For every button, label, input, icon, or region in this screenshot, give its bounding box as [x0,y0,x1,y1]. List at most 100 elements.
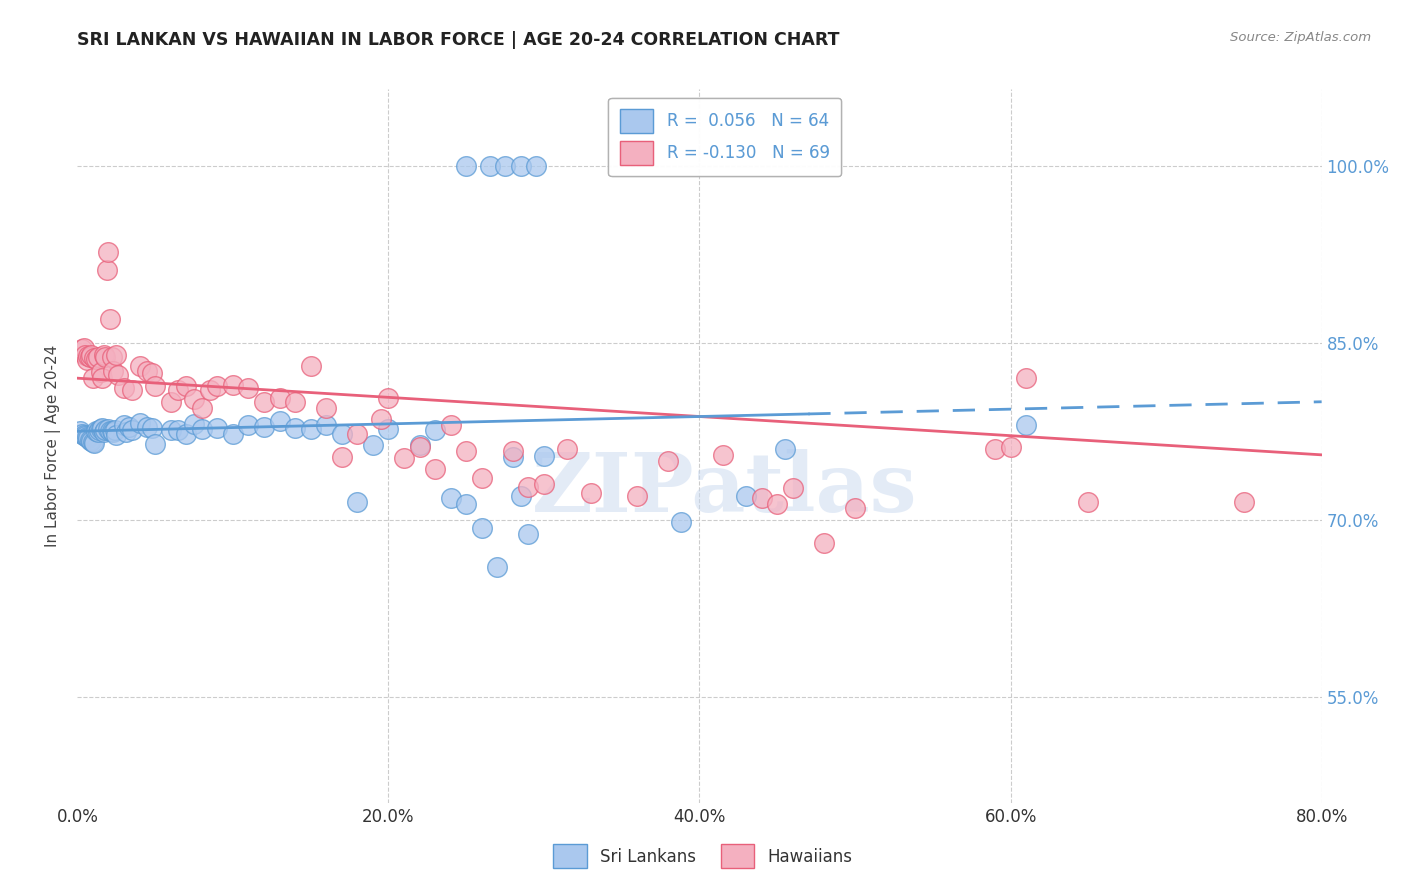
Point [238,418,260,433]
Point [844,500,866,515]
Point [100,350,122,364]
Point [101,425,124,440]
Point [207,421,229,435]
Point [141,367,163,381]
Point [128,416,150,430]
Point [626,489,648,503]
Point [82,371,104,385]
Point [98,312,121,326]
Point [84,352,107,367]
Point [494,159,516,173]
Point [94,350,117,364]
Point [97,422,120,436]
Point [90,365,112,379]
Point [456,159,478,173]
Point [579,485,602,500]
Point [299,359,322,374]
Point [141,421,163,435]
Point [91,371,114,385]
Point [96,262,118,277]
Point [423,462,446,476]
Point [114,425,136,440]
Point [533,449,555,463]
Point [502,450,524,465]
Point [377,422,399,436]
Point [112,381,135,395]
Point [183,392,205,407]
Point [101,364,124,378]
Text: Source: ZipAtlas.com: Source: ZipAtlas.com [1230,31,1371,45]
Point [87,423,110,437]
Point [284,421,307,435]
Point [346,426,368,441]
Point [471,521,494,535]
Legend: R =  0.056   N = 64, R = -0.130   N = 69: R = 0.056 N = 64, R = -0.130 N = 69 [609,97,841,177]
Point [121,423,143,437]
Point [1077,495,1099,509]
Point [222,426,245,441]
Point [136,364,159,378]
Point [112,418,135,433]
Point [86,350,108,364]
Point [77,431,100,445]
Point [408,438,430,452]
Point [207,379,229,393]
Y-axis label: In Labor Force | Age 20-24: In Labor Force | Age 20-24 [45,345,62,547]
Point [174,379,197,393]
Point [167,383,190,397]
Point [72,341,94,355]
Point [90,422,112,436]
Point [70,426,93,441]
Point [423,423,446,437]
Point [93,425,115,440]
Point [330,426,353,441]
Point [76,430,98,444]
Point [191,401,214,415]
Point [370,412,392,426]
Point [253,394,276,409]
Point [100,424,122,438]
Point [105,348,128,362]
Point [91,421,114,435]
Point [392,451,415,466]
Point [222,378,245,392]
Point [377,391,399,405]
Point [93,348,115,362]
Point [80,434,103,448]
Point [174,426,197,441]
Point [269,391,291,405]
Point [80,348,103,362]
Point [555,442,578,456]
Point [486,560,509,574]
Point [143,437,166,451]
Point [238,381,260,395]
Point [533,477,555,491]
Point [86,425,108,440]
Point [76,353,98,368]
Point [284,394,307,409]
Point [253,419,276,434]
Point [509,159,531,173]
Point [735,489,758,503]
Point [773,442,796,456]
Point [502,444,524,458]
Point [79,350,101,364]
Point [984,442,1007,456]
Point [711,448,734,462]
Point [299,422,322,436]
Point [159,423,181,437]
Point [1000,440,1022,454]
Point [517,480,540,494]
Point [143,379,166,393]
Point [524,159,547,173]
Point [75,429,97,443]
Point [191,422,214,436]
Point [94,423,117,437]
Point [183,417,205,432]
Point [84,424,107,438]
Point [440,418,463,433]
Point [361,438,384,452]
Point [107,368,129,382]
Point [269,414,291,428]
Point [83,436,105,450]
